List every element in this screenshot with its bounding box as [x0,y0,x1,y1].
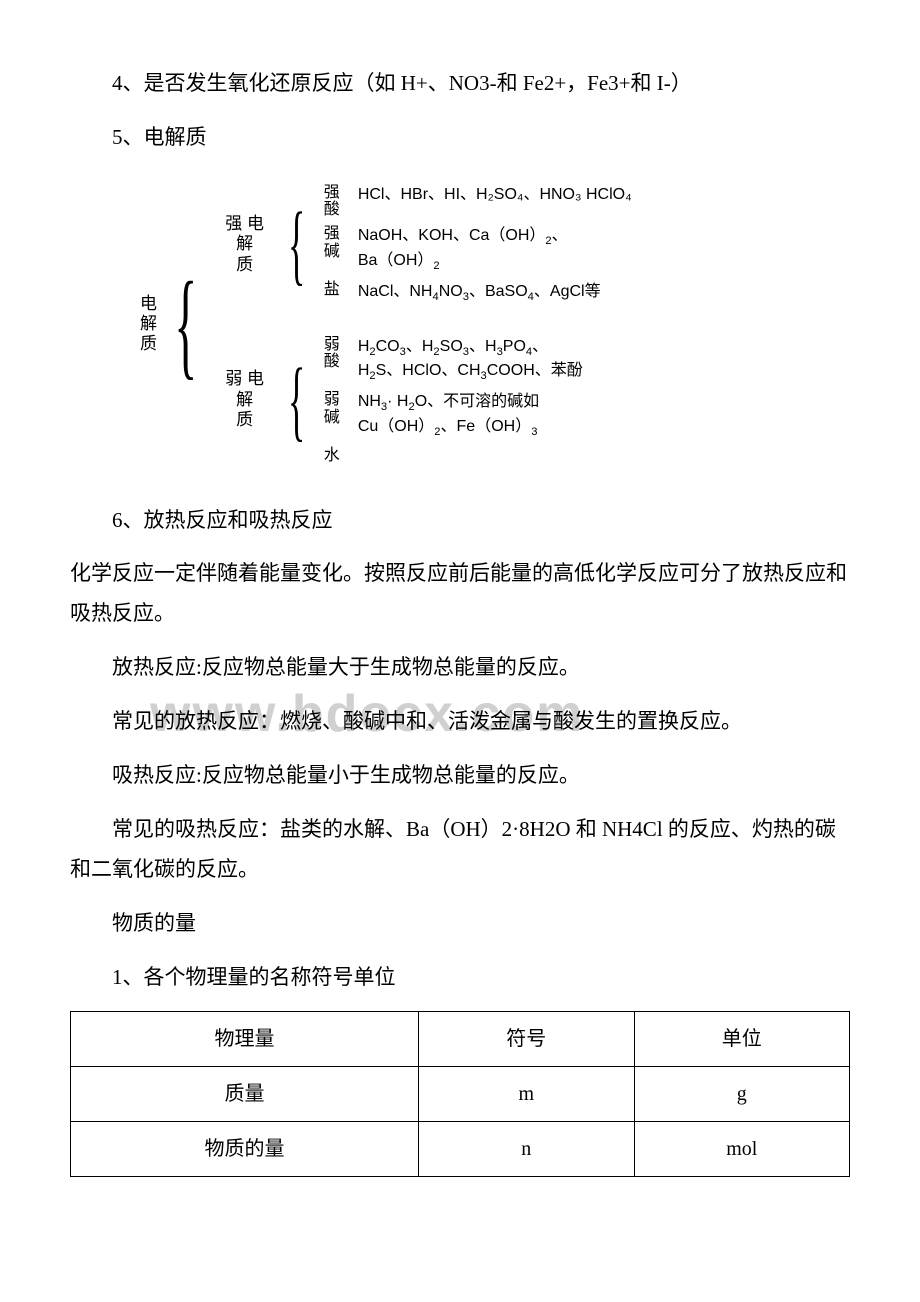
item-water: 水 [318,447,583,465]
paragraph-amount: 物质的量 [70,904,850,944]
diagram-root-label: 电解质 [140,294,157,355]
td-mass-unit: g [634,1067,849,1122]
paragraph-6b: 化学反应一定伴随着能量变化。按照反应前后能量的高低化学反应可分了放热反应和吸热反… [70,554,850,634]
item-weak-base: 弱碱 NH3· H2O、不可溶的碱如Cu（OH）2、Fe（OH）3 [318,391,583,441]
brace-root: { [174,276,197,372]
td-mol-symbol: n [419,1122,634,1177]
paragraph-6: 6、放热反应和吸热反应 [70,501,850,541]
item-strong-base: 强碱 NaOH、KOH、Ca（OH）2、Ba（OH）2 [318,225,632,275]
table-row: 物质的量 n mol [71,1122,850,1177]
table-row: 质量 m g [71,1067,850,1122]
paragraph-endo-def: 吸热反应:反应物总能量小于生成物总能量的反应。 [70,756,850,796]
item-weak-acid: 弱酸 H2CO3、H2SO3、H3PO4、H2S、HClO、CH3COOH、苯酚 [318,336,583,386]
paragraph-5: 5、电解质 [70,118,850,158]
paragraph-4: 4、是否发生氧化还原反应（如 H+、NO3-和 Fe2+，Fe3+和 I-） [70,64,850,104]
paragraph-exo-def: 放热反应:反应物总能量大于生成物总能量的反应。 [70,648,850,688]
td-mass-symbol: m [419,1067,634,1122]
th-unit: 单位 [634,1012,849,1067]
table-header-row: 物理量 符号 单位 [71,1012,850,1067]
item-strong-acid: 强酸 HCl、HBr、HI、H₂SO₄、HNO₃ HClO₄ [318,184,632,219]
td-mass-name: 质量 [71,1067,419,1122]
paragraph-endo-examples: 常见的吸热反应：盐类的水解、Ba（OH）2·8H2O 和 NH4Cl 的反应、灼… [70,810,850,890]
item-salt: 盐 NaCl、NH4NO3、BaSO4、AgCl等 [318,281,632,306]
td-mol-unit: mol [634,1122,849,1177]
paragraph-6b-text: 化学反应一定伴随着能量变化。按照反应前后能量的高低化学反应可分了放热反应和吸热反… [70,561,847,625]
paragraph-symbols: 1、各个物理量的名称符号单位 [70,958,850,998]
paragraph-exo-examples: 常见的放热反应：燃烧、酸碱中和、活泼金属与酸发生的置换反应。 [70,702,850,742]
branch-strong-label: 强 电 解质 [215,214,275,275]
quantities-table: 物理量 符号 单位 质量 m g 物质的量 n mol [70,1011,850,1177]
td-mol-name: 物质的量 [71,1122,419,1177]
th-symbol: 符号 [419,1012,634,1067]
branch-weak-label: 弱 电 解质 [215,369,275,430]
th-quantity: 物理量 [71,1012,419,1067]
brace-strong: { [288,213,305,276]
electrolyte-diagram: 电解质 { 强 电 解质 { 强酸 HCl、HBr、HI、H₂SO₄、HNO₃ … [140,178,850,471]
brace-weak: { [288,369,305,432]
